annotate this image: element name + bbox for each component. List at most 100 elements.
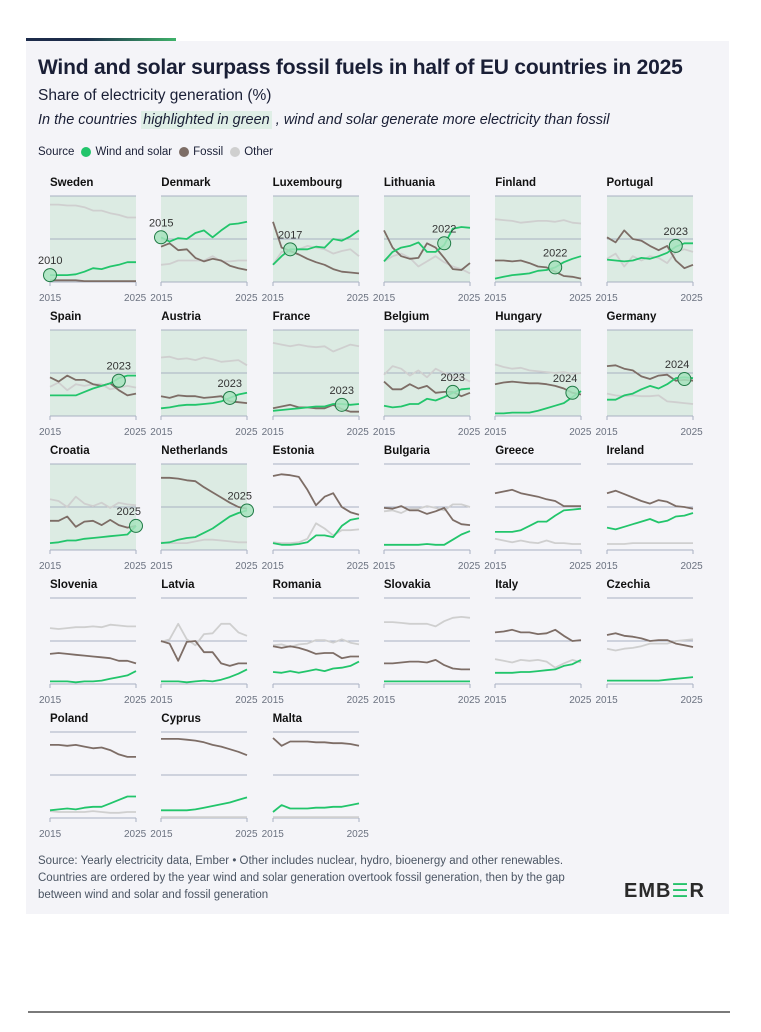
x-tick-label-start: 2015: [595, 695, 618, 706]
x-tick-label-start: 2015: [150, 427, 173, 438]
series-line-wind-solar: [383, 226, 470, 263]
crossover-year-label: 2023: [218, 378, 242, 390]
legend-dot-fossil: [179, 147, 190, 157]
x-tick-label-end: 2025: [346, 427, 369, 438]
country-chart: [49, 731, 137, 822]
series-line-wind-solar: [272, 660, 359, 674]
desc-post: , wind and solar generate more electrici…: [271, 112, 610, 128]
legend-item-other: Other: [244, 146, 273, 158]
series-line-wind-solar: [161, 509, 248, 544]
x-tick-label-start: 2015: [39, 427, 62, 438]
series-line-fossil: [495, 488, 582, 507]
series-line-fossil: [495, 259, 582, 280]
series-line-fossil: [606, 229, 693, 270]
x-tick-label-start: 2015: [150, 695, 173, 706]
logo-letter: ☰: [671, 881, 690, 902]
country-chart: 2023: [160, 329, 248, 420]
country-chart: 2023: [606, 195, 693, 286]
x-tick-label-start: 2015: [595, 561, 618, 572]
country-name: Cyprus: [161, 713, 201, 725]
country-chart: [606, 463, 693, 554]
series-line-wind-solar: [495, 255, 582, 280]
x-tick-label-end: 2025: [457, 561, 481, 572]
series-line-other: [272, 342, 359, 353]
page-divider: [28, 1011, 730, 1013]
x-tick-label-end: 2025: [569, 561, 592, 572]
country-name: France: [272, 311, 311, 323]
country-name: Finland: [495, 177, 537, 189]
x-tick-label-end: 2025: [569, 695, 592, 706]
country-name: Croatia: [50, 445, 90, 457]
series-line-fossil: [272, 645, 359, 660]
series-line-other: [161, 538, 248, 544]
series-line-fossil: [161, 476, 248, 510]
crossover-year-label: 2010: [38, 255, 62, 267]
country-chart: 2024: [494, 329, 582, 420]
x-tick-label-end: 2025: [124, 829, 147, 840]
series-line-other: [49, 623, 136, 630]
legend-item-wind-solar: Wind and solar: [95, 146, 173, 158]
series-line-wind-solar: [606, 676, 693, 682]
source-note: Source: Yearly electricity data, Ember •…: [38, 855, 565, 901]
x-tick-label-end: 2025: [680, 695, 703, 706]
desc-pre: In the countries: [38, 112, 142, 128]
series-line-fossil: [383, 505, 470, 526]
x-tick-label-start: 2015: [372, 427, 396, 438]
logo-letter: E: [624, 880, 639, 902]
crossover-marker: [111, 373, 126, 388]
logo-letter: B: [656, 880, 672, 902]
series-line-other: [606, 638, 693, 652]
chart-card: [26, 41, 729, 914]
country-panel: Netherlands 2025 2015 2025: [150, 445, 257, 575]
country-panel: Luxembourg 2017 2015 2025: [262, 177, 369, 307]
country-panel: Finland 2022 2015 2025: [484, 177, 592, 307]
country-panel: Slovakia 2015 2025: [373, 579, 480, 709]
x-tick-label-end: 2025: [124, 695, 147, 706]
country-name: Luxembourg: [272, 177, 343, 189]
x-tick-label-start: 2015: [372, 293, 396, 304]
country-panel: Croatia 2025 2015 2025: [39, 445, 146, 575]
crossover-year-label: 2023: [107, 361, 131, 373]
x-tick-label-end: 2025: [569, 293, 592, 304]
x-tick-label-end: 2025: [680, 293, 703, 304]
series-line-other: [606, 542, 693, 545]
country-name: Czechia: [606, 579, 650, 591]
country-panel: Bulgaria 2015 2025: [373, 445, 481, 575]
legend-dot-other: [230, 147, 241, 157]
crossover-marker: [129, 518, 143, 533]
country-chart: 2025: [160, 463, 255, 554]
country-panel: Poland 2015 2025: [39, 713, 147, 843]
country-chart: [494, 463, 582, 554]
top-accent-bar: [26, 38, 176, 41]
country-panel: Greece 2015 2025: [484, 445, 592, 575]
series-line-other: [272, 638, 359, 648]
x-tick-label-start: 2015: [484, 561, 507, 572]
x-tick-label-start: 2015: [39, 293, 62, 304]
country-chart: 2010: [38, 195, 137, 286]
chart-title: Wind and solar surpass fossil fuels in h…: [38, 56, 683, 79]
country-panel: Czechia 2015 2025: [595, 579, 703, 709]
country-name: Austria: [161, 311, 201, 323]
crossover-marker: [437, 236, 452, 251]
x-tick-label-start: 2015: [39, 695, 62, 706]
series-line-wind-solar: [161, 668, 248, 684]
x-tick-label-end: 2025: [569, 427, 592, 438]
country-panel: Spain 2023 2015 2025: [39, 311, 146, 441]
series-line-wind-solar: [495, 390, 582, 415]
crossover-year-label: 2017: [278, 229, 302, 241]
x-tick-label-start: 2015: [484, 427, 507, 438]
series-line-other: [494, 363, 582, 375]
series-line-fossil: [160, 242, 248, 271]
series-line-wind-solar: [49, 795, 136, 812]
series-line-fossil: [271, 737, 359, 747]
country-panel: Malta 2015 2025: [262, 713, 369, 843]
series-line-other: [495, 658, 582, 669]
country-chart: [160, 731, 248, 822]
crossover-marker: [334, 397, 349, 412]
x-tick-label-end: 2025: [457, 293, 481, 304]
country-chart: 2023: [272, 329, 360, 420]
crossover-year-label: 2024: [664, 359, 688, 371]
country-panel: Portugal 2023 2015 2025: [596, 177, 703, 307]
country-name: Slovakia: [383, 579, 431, 591]
x-tick-label-end: 2025: [680, 561, 703, 572]
